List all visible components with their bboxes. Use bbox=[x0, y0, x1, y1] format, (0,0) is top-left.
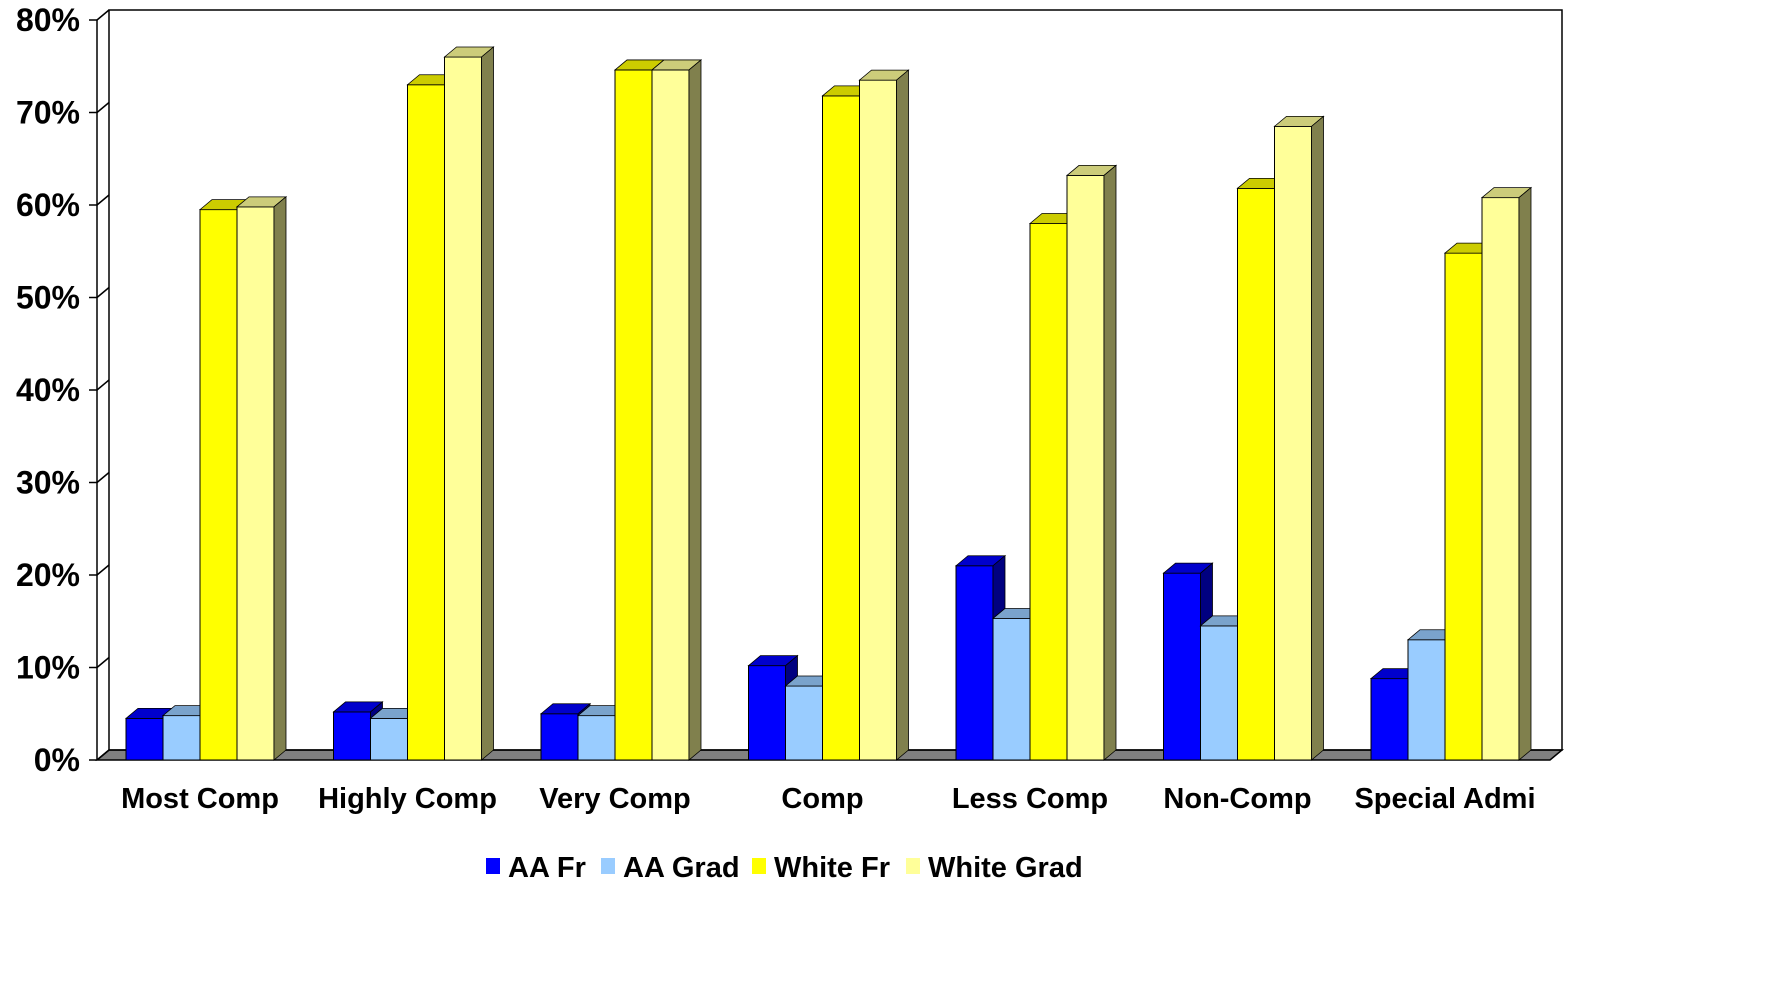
bar-front bbox=[125, 717, 164, 761]
x-category-label: Very Comp bbox=[539, 783, 691, 815]
bar-front bbox=[785, 685, 823, 761]
y-tick-label: 80% bbox=[16, 2, 80, 38]
bar-side bbox=[992, 554, 1006, 620]
bar bbox=[161, 705, 214, 761]
bar-front bbox=[236, 206, 275, 761]
legend-item: White Fr bbox=[752, 852, 890, 884]
bar bbox=[650, 59, 703, 761]
bar bbox=[332, 701, 384, 761]
bar-side bbox=[688, 59, 702, 761]
bar bbox=[613, 59, 666, 761]
bar-front bbox=[1029, 223, 1068, 761]
x-category-label: Highly Comp bbox=[318, 783, 497, 815]
bar-side bbox=[896, 69, 909, 761]
x-category-label: Comp bbox=[781, 783, 863, 815]
bar-front bbox=[540, 713, 579, 761]
y-tick-label: 0% bbox=[34, 742, 80, 778]
y-tick-diagonal bbox=[96, 749, 110, 761]
bar bbox=[1480, 186, 1533, 761]
bar bbox=[1273, 115, 1325, 761]
bar-front bbox=[1066, 174, 1105, 761]
bar-front bbox=[333, 711, 371, 761]
x-category-label: Special Admi bbox=[1354, 783, 1535, 815]
bar bbox=[124, 707, 177, 761]
bars bbox=[124, 46, 1533, 761]
y-tick-diagonal bbox=[96, 101, 110, 114]
y-axis-ticks: 0% 10% 20% 30% 40% 50% 60% 70% 80% bbox=[16, 2, 110, 778]
legend-label: White Grad bbox=[928, 852, 1083, 884]
x-category-label: Non-Comp bbox=[1163, 783, 1311, 815]
bar-front bbox=[1481, 197, 1520, 761]
bar-front bbox=[1370, 678, 1409, 761]
legend-item: White Grad bbox=[906, 852, 1083, 884]
bar-front bbox=[1407, 639, 1446, 761]
y-tick-label: 40% bbox=[16, 372, 80, 408]
y-tick-label: 30% bbox=[16, 465, 80, 501]
y-tick-label: 20% bbox=[16, 557, 80, 593]
bar-front bbox=[992, 617, 1031, 761]
bar-side bbox=[1518, 186, 1532, 761]
x-category-label: Less Comp bbox=[952, 783, 1108, 815]
legend-label: AA Grad bbox=[623, 852, 740, 884]
bar-front bbox=[651, 69, 690, 761]
bar-side bbox=[1311, 115, 1324, 761]
legend-item: AA Fr bbox=[486, 852, 586, 884]
bar-front bbox=[199, 209, 238, 761]
y-tick-label: 60% bbox=[16, 187, 80, 223]
bar-front bbox=[162, 715, 201, 761]
legend-item: AA Grad bbox=[601, 852, 740, 884]
bar bbox=[443, 46, 495, 761]
y-tick-diagonal bbox=[96, 379, 110, 391]
bar bbox=[235, 195, 288, 761]
bar-front bbox=[748, 665, 786, 761]
bar bbox=[406, 74, 458, 761]
x-axis-labels: Most Comp Highly Comp Very Comp Comp Less Co… bbox=[121, 783, 1535, 815]
legend-swatch bbox=[906, 858, 920, 874]
bar bbox=[1236, 177, 1288, 761]
bar bbox=[954, 554, 1007, 761]
y-tick-diagonal bbox=[96, 286, 110, 299]
legend-swatch bbox=[486, 858, 500, 874]
y-tick-label: 50% bbox=[16, 280, 80, 316]
y-tick-diagonal bbox=[96, 9, 110, 21]
bar-front bbox=[1237, 187, 1275, 761]
legend-label: AA Fr bbox=[508, 852, 586, 884]
bar bbox=[1065, 164, 1118, 761]
bar bbox=[198, 199, 251, 761]
bar bbox=[1028, 213, 1081, 761]
bar bbox=[821, 85, 873, 761]
bar-side bbox=[1200, 562, 1213, 627]
bar-front bbox=[822, 95, 860, 761]
legend-label: White Fr bbox=[774, 852, 890, 884]
bar-front bbox=[444, 56, 482, 761]
bar-front bbox=[577, 715, 616, 761]
y-tick-diagonal bbox=[96, 194, 110, 206]
y-tick-label: 70% bbox=[16, 95, 80, 131]
bar-front bbox=[1163, 572, 1201, 761]
bar-front bbox=[1200, 625, 1238, 761]
bar bbox=[1162, 562, 1214, 761]
bar-front bbox=[955, 565, 994, 761]
bar-front bbox=[859, 79, 897, 761]
y-tick-diagonal bbox=[96, 656, 110, 669]
bar bbox=[858, 69, 910, 761]
bar-front bbox=[1274, 125, 1312, 761]
bar-front bbox=[1444, 252, 1483, 761]
y-tick-diagonal bbox=[96, 564, 110, 576]
legend-swatch bbox=[601, 858, 615, 874]
y-tick-diagonal bbox=[96, 471, 110, 484]
bar-front bbox=[614, 69, 653, 761]
y-tick-label: 10% bbox=[16, 650, 80, 686]
bar-side bbox=[1103, 164, 1117, 761]
legend-swatch bbox=[752, 858, 766, 874]
bar-front bbox=[407, 84, 445, 761]
bar bbox=[539, 702, 592, 761]
bar bbox=[747, 654, 799, 761]
bar-side bbox=[481, 46, 494, 761]
bar-front bbox=[370, 717, 408, 761]
bar-side bbox=[273, 195, 287, 761]
legend: AA Fr AA Grad White Fr White Grad bbox=[486, 852, 1083, 884]
x-category-label: Most Comp bbox=[121, 783, 279, 815]
